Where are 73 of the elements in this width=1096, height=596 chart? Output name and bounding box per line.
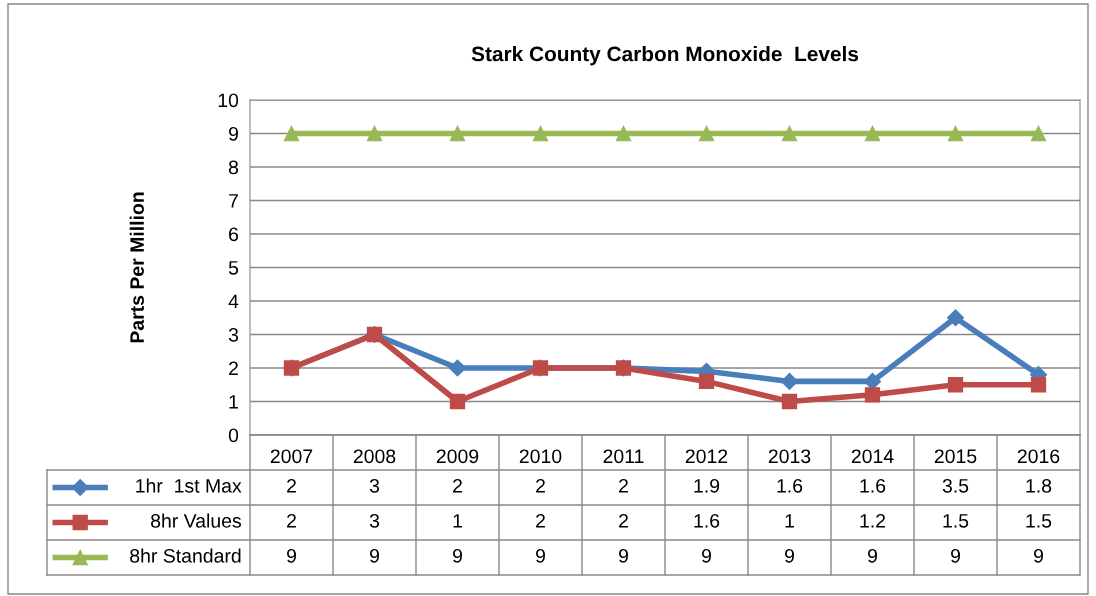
data-label: 2: [619, 513, 628, 528]
legend-label: 8hr Standard: [130, 548, 241, 563]
data-label: 1.6: [777, 478, 803, 493]
x-tick-label: 2009: [436, 449, 479, 464]
y-tick-label: 9: [228, 126, 238, 141]
data-label: 9: [453, 548, 462, 563]
data-label: 2: [453, 478, 462, 493]
point: [1030, 377, 1047, 393]
y-tick-label: 6: [229, 227, 239, 242]
point: [449, 125, 466, 142]
data-label: 2: [619, 478, 628, 493]
point: [864, 125, 881, 142]
x-tick-label: 2007: [270, 449, 313, 464]
y-tick-label: 1: [229, 395, 238, 409]
data-label: 1.6: [860, 478, 886, 493]
data-label: 2: [287, 513, 296, 528]
chart-title: Stark County Carbon Monoxide Levels: [471, 46, 859, 66]
point: [781, 393, 798, 410]
y-tick-label: 5: [228, 261, 239, 275]
x-tick-label: 2012: [685, 449, 728, 464]
y-tick-label: 3: [228, 327, 239, 342]
data-label: 9: [868, 548, 877, 563]
y-tick-label: 10: [218, 93, 239, 108]
point: [946, 309, 965, 327]
y-tick-label: 0: [228, 428, 239, 443]
data-label: 3: [369, 478, 380, 493]
point: [947, 125, 964, 142]
data-label: 9: [370, 548, 379, 563]
x-tick-label: 2013: [768, 449, 811, 464]
point: [947, 377, 964, 393]
data-label: 9: [951, 548, 960, 563]
point: [1030, 125, 1047, 142]
point: [532, 125, 549, 142]
data-label: 9: [536, 548, 545, 563]
point: [449, 393, 466, 410]
data-label: 1.6: [694, 513, 720, 528]
x-tick-label: 2008: [353, 449, 396, 464]
y-tick-label: 7: [229, 194, 238, 208]
data-label: 1: [785, 514, 794, 528]
data-label: 1.8: [1026, 478, 1052, 493]
y-tick-label: 8: [228, 160, 239, 175]
legend-label: 1hr 1st Max: [136, 478, 242, 493]
data-label: 2: [536, 513, 545, 528]
data-label: 9: [1034, 548, 1043, 563]
data-label: 1.5: [1026, 514, 1052, 528]
data-label: 2: [287, 478, 296, 493]
y-tick-label: 2: [229, 361, 238, 376]
y-tick-label: 4: [228, 294, 239, 309]
data-label: 3.5: [942, 478, 969, 493]
point: [615, 125, 632, 142]
data-label: 9: [619, 548, 628, 563]
x-tick-label: 2011: [603, 449, 644, 464]
data-label: 1: [453, 514, 462, 528]
data-label: 1.2: [860, 513, 886, 528]
data-label: 9: [785, 548, 794, 563]
point: [283, 125, 300, 142]
data-label: 1.5: [943, 514, 969, 528]
x-tick-label: 2014: [851, 449, 894, 464]
data-label: 2: [536, 478, 545, 493]
data-label: 9: [287, 548, 296, 563]
point: [698, 373, 715, 390]
legend-label: 8hr Values: [151, 513, 241, 528]
point: [781, 125, 798, 142]
data-label: 9: [702, 548, 711, 563]
y-axis-title: Parts Per Million: [129, 192, 144, 343]
data-label: 3: [369, 513, 380, 528]
data-label: 1.9: [694, 478, 720, 493]
x-tick-label: 2010: [519, 449, 562, 464]
x-tick-label: 2016: [1017, 449, 1060, 464]
x-tick-label: 2015: [934, 449, 977, 464]
point: [864, 387, 881, 403]
point: [366, 125, 383, 142]
point: [698, 125, 715, 142]
